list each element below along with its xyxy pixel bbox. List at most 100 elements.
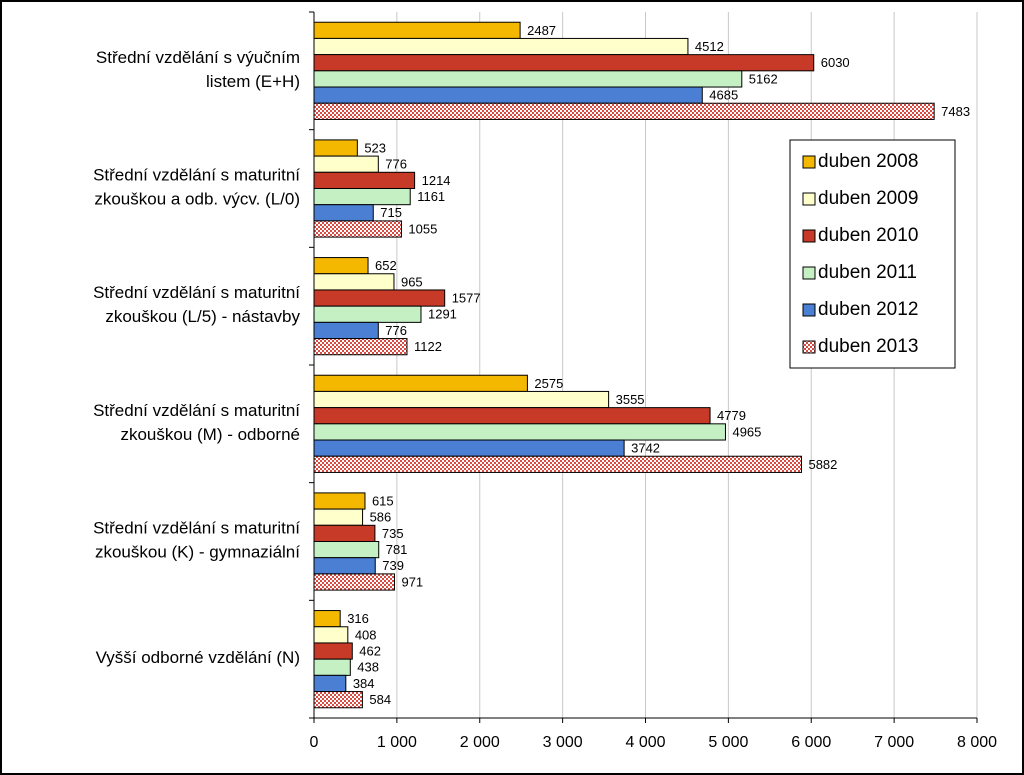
value-label: 3555 [616,392,645,407]
bar [313,338,408,356]
value-label: 523 [364,140,386,155]
value-label: 615 [372,493,394,508]
y-tick-label: Vyšší odborné vzdělání (N) [96,649,300,668]
x-tick-label: 8 000 [957,734,997,751]
label-line: Střední vzdělání s maturitní [93,401,300,420]
value-label: 4512 [695,39,724,54]
legend-swatch [802,192,816,206]
value-label: 6030 [821,55,850,70]
bar [313,305,422,323]
legend-label: duben 2009 [818,188,918,209]
value-label: 316 [347,611,369,626]
bar [313,674,347,693]
value-label: 2575 [534,376,563,391]
value-label: 3742 [631,441,660,456]
label-line: zkouškou (L/5) - nástavby [105,308,300,327]
legend-label: duben 2008 [818,151,918,172]
value-label: 971 [401,574,423,589]
x-tick-label: 1 000 [377,734,417,751]
x-tick-label: 4 000 [625,734,665,751]
value-label: 1291 [428,307,457,322]
legend-label: duben 2012 [818,299,918,320]
value-label: 739 [382,558,404,573]
bar [313,390,610,409]
label-line: zkouškou (M) - odborné [120,425,300,444]
bar [313,204,374,222]
bar [313,557,376,575]
label-line: Střední vzdělání s maturitní [93,284,300,303]
x-tick-label: 6 000 [791,734,831,751]
x-tick-label: 7 000 [874,734,914,751]
legend-box [789,139,956,369]
value-label: 965 [401,274,423,289]
value-label: 1577 [452,291,481,306]
bar [313,21,521,39]
bar [313,155,379,173]
bar [313,273,395,291]
bar [313,439,625,457]
bar [313,102,935,120]
bar [313,658,351,676]
value-label: 584 [369,692,391,707]
bar [313,374,528,392]
legend-label: duben 2011 [818,262,917,283]
bar [313,524,376,542]
value-label: 384 [353,676,375,691]
legend-swatch [802,266,816,280]
value-label: 776 [385,323,407,338]
bar [313,171,416,190]
value-label: 1161 [417,189,445,204]
bar [313,257,369,275]
bar [313,423,726,441]
value-label: 462 [359,644,381,659]
label-line: Střední vzdělání s maturitní [93,166,300,185]
value-label: 438 [357,660,379,675]
label-line: listem (E+H) [206,72,300,91]
bar [313,37,689,56]
value-label: 7483 [941,104,970,119]
y-tick-label: Střední vzdělání s maturitní zkouškou a o… [93,166,300,209]
bar [313,492,366,510]
bar [313,407,711,425]
bar [313,691,363,709]
value-label: 715 [380,205,402,220]
bar [313,626,349,644]
bar [313,610,341,628]
bar [313,220,402,238]
bar [313,289,446,307]
value-label: 4779 [717,408,746,423]
label-line: Vyšší odborné vzdělání (N) [96,649,300,668]
label-line: Střední vzdělání s maturitní [93,519,300,538]
value-label: 5162 [749,71,778,86]
x-tick-label: 0 [310,734,319,751]
label-line: zkouškou (K) - gymnaziální [95,543,300,562]
x-tick-label: 2 000 [460,734,500,751]
value-label: 735 [382,526,404,541]
bar [313,70,743,88]
y-tick-label: Střední vzdělání s maturitní zkouškou (L/… [93,284,300,327]
value-label: 776 [385,157,407,172]
label-line: Střední vzdělání s výučním [96,48,300,67]
value-label: 1122 [414,339,442,354]
bar [313,86,703,104]
y-tick-label: Střední vzdělání s maturitní zkouškou (M)… [93,401,300,444]
bar [313,139,358,157]
x-tick-label: 3 000 [543,734,583,751]
value-label: 1055 [408,221,437,236]
bar [313,321,379,340]
legend-swatch [802,303,816,317]
bar [313,508,364,526]
value-label: 586 [370,510,392,525]
bar [313,642,353,660]
bar [313,455,802,473]
x-tick-label: 5 000 [708,734,748,751]
legend-label: duben 2013 [818,336,918,357]
value-label: 408 [355,627,377,642]
value-label: 5882 [808,457,837,472]
label-line: zkouškou a odb. výcv. (L/0) [94,190,300,209]
bar [313,541,380,559]
bar [313,188,411,206]
legend-swatch [802,229,816,243]
legend-swatch [802,340,816,354]
